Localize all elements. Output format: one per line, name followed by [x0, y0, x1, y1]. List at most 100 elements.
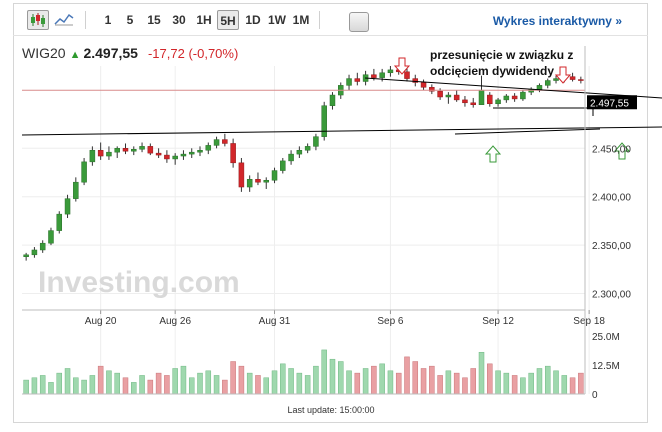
candle [197, 149, 203, 153]
candle [73, 181, 79, 199]
volume-bar [395, 372, 402, 395]
candle [122, 148, 129, 152]
volume-bar [296, 372, 303, 395]
volume-bar [346, 370, 352, 395]
timeframe-5h[interactable]: 5H [217, 10, 239, 30]
volume-bar [553, 370, 559, 395]
arrow-down-icon [554, 66, 572, 84]
candle [97, 149, 104, 157]
ticker-change: -17,72 (-0,70%) [147, 46, 239, 61]
timeframe-1[interactable]: 1 [104, 13, 112, 27]
candle [453, 94, 460, 101]
candle [213, 139, 220, 146]
candle [495, 99, 501, 105]
candle [180, 153, 187, 157]
candle [429, 87, 435, 92]
volume-bar [371, 365, 377, 395]
volume-bar [412, 361, 419, 395]
timeframe-30[interactable]: 30 [172, 13, 186, 27]
volume-bar [487, 363, 493, 395]
candle [462, 99, 468, 104]
area-chart-icon[interactable] [53, 10, 75, 30]
toolbar-divider [85, 11, 86, 29]
candle [387, 69, 394, 74]
candle [147, 146, 154, 154]
fullscreen-button[interactable] [349, 12, 369, 32]
candle [56, 213, 63, 231]
x-tick-label: Sep 18 [573, 316, 605, 327]
candle [420, 82, 427, 88]
volume-bar [230, 361, 236, 395]
x-tick-label: Sep 12 [482, 316, 514, 327]
ticker-price: 2.497,55 [83, 45, 138, 61]
trend-line [364, 77, 662, 99]
candle [114, 148, 120, 153]
volume-bar [520, 377, 526, 395]
volume-bar [188, 377, 195, 395]
volume-tick-label: 12.5M [592, 361, 620, 372]
candle [404, 71, 410, 79]
candle [437, 90, 443, 98]
candle [288, 153, 294, 162]
candle [346, 78, 352, 86]
volume-tick-label: 0 [592, 390, 598, 401]
volume-bar [263, 377, 269, 395]
volume-bar [197, 372, 203, 395]
volume-bar [164, 375, 170, 395]
volume-bar [379, 363, 385, 395]
volume-bar [31, 377, 38, 395]
y-tick-label: 2.400,00 [592, 193, 631, 204]
timeframe-15[interactable]: 15 [147, 13, 161, 27]
candle [520, 91, 526, 100]
candle [205, 145, 212, 151]
candle [31, 249, 38, 256]
volume-bar [64, 368, 71, 395]
volume-bar [437, 375, 443, 395]
trend-line [21, 126, 662, 136]
candle [255, 179, 261, 183]
timeframe-1d[interactable]: 1D [245, 13, 261, 27]
volume-bar [205, 370, 212, 395]
chart-grid [22, 66, 590, 394]
candle [155, 152, 162, 156]
candle [230, 143, 236, 164]
chart-axes: 2.450,00 2.400,00 2.350,00 2.300,00 Aug 20 Au… [22, 46, 631, 401]
volume-bar [172, 368, 178, 395]
x-tick-label: Aug 26 [159, 316, 191, 327]
candle-series [23, 66, 584, 261]
timeframe-1h[interactable]: 1H [196, 13, 212, 27]
candle [313, 136, 319, 147]
volume-bar [453, 372, 460, 395]
current-price-label: 2.497,55 [590, 98, 629, 109]
candle [89, 149, 96, 163]
volume-bar [222, 379, 228, 395]
volume-bar [23, 379, 29, 395]
volume-bar [288, 368, 294, 395]
y-tick-label: 2.350,00 [592, 241, 631, 252]
volume-bar [106, 370, 112, 395]
timeframe-1m[interactable]: 1M [292, 13, 310, 27]
candle [238, 162, 245, 188]
timeframe-5[interactable]: 5 [126, 13, 134, 27]
candle [487, 94, 493, 105]
candle [188, 151, 195, 155]
candle [536, 85, 543, 90]
volume-bar [503, 372, 510, 395]
volume-bar [387, 370, 394, 395]
volume-bar [420, 368, 427, 395]
volume-bar [304, 375, 311, 395]
annotation-text: przesunięcie w związku z odcięciem dywid… [430, 48, 574, 78]
interactive-chart-link[interactable]: Wykres interaktywny » [492, 14, 622, 28]
candle [271, 170, 278, 181]
volume-bar [81, 379, 87, 395]
volume-bar [578, 372, 584, 395]
volume-bar [147, 379, 154, 395]
candle [263, 180, 269, 183]
timeframe-1w[interactable]: 1W [268, 13, 286, 27]
candle [321, 105, 327, 137]
candle [246, 179, 253, 188]
candle [511, 95, 518, 100]
volume-bar [131, 382, 137, 395]
candlestick-chart-icon[interactable] [27, 10, 49, 30]
candle [544, 80, 551, 86]
